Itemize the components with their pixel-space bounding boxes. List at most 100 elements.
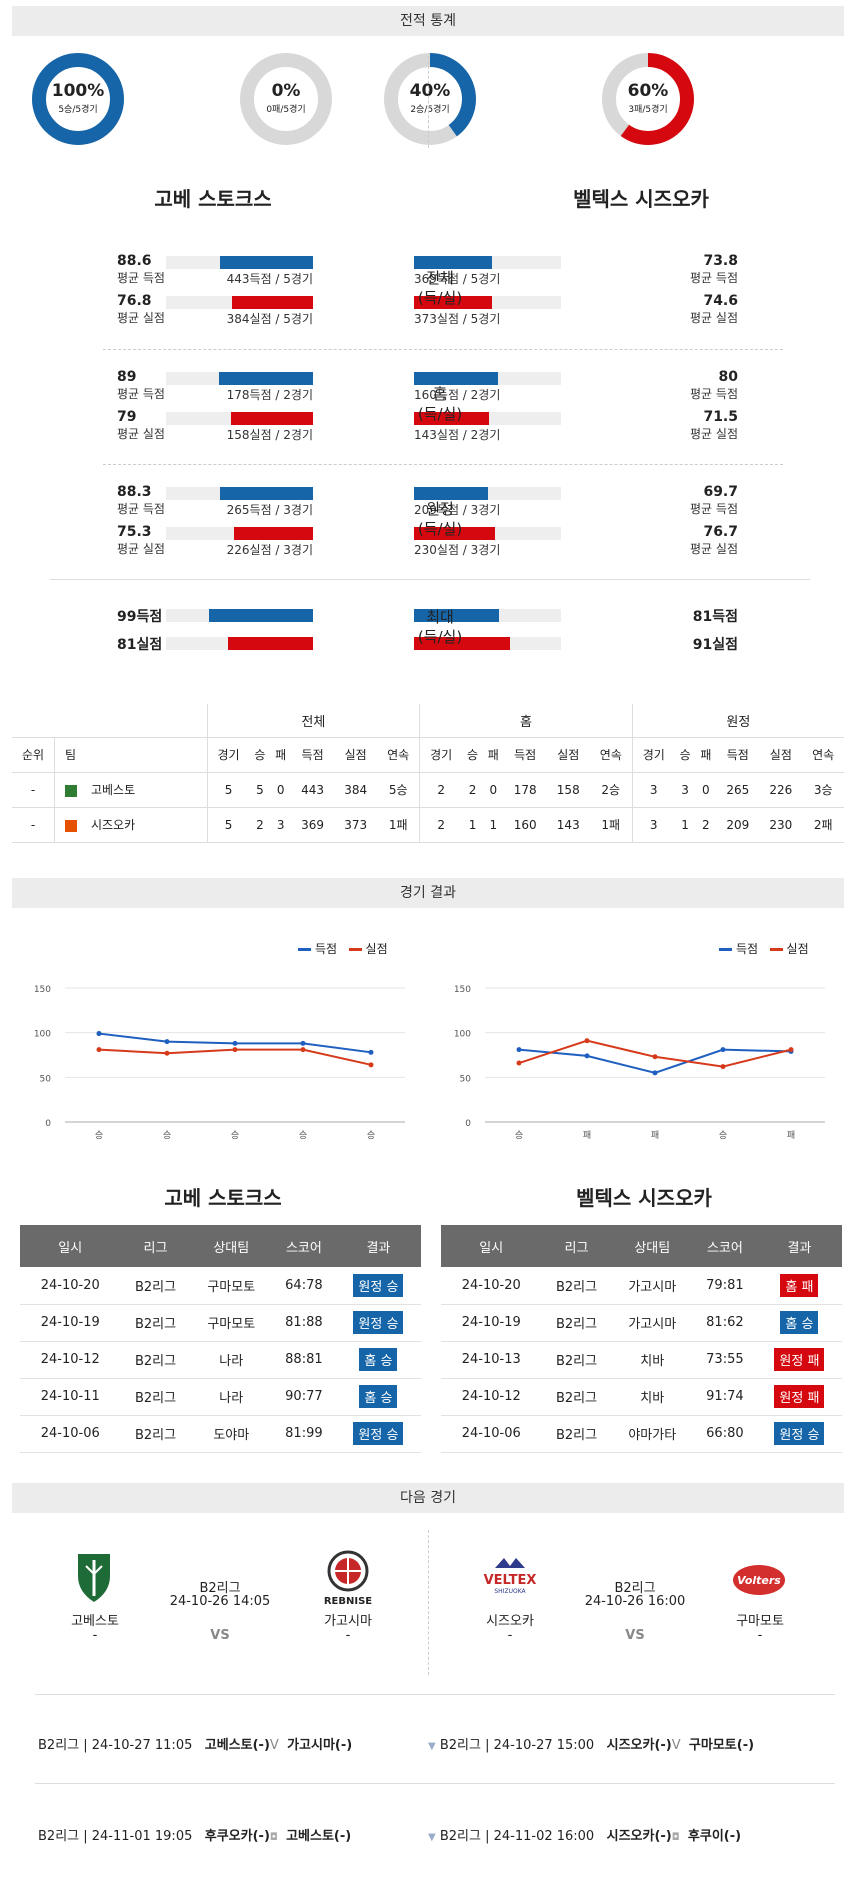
- away-loss-donut-label: 60% 3패/5경기: [602, 53, 694, 145]
- result-cell: 홈 승: [756, 1304, 842, 1342]
- next-left-away: 가고시마: [324, 1614, 372, 1629]
- y-tick-label: 100: [454, 1030, 471, 1040]
- team-cell[interactable]: 고베스토: [53, 772, 208, 808]
- x-tick-label: 승: [299, 1130, 307, 1141]
- result-league: B2리그: [541, 1304, 612, 1342]
- legend-against: 실점: [365, 942, 388, 956]
- team-logo-icon: [64, 784, 77, 797]
- stat-cell: 230: [759, 807, 803, 843]
- upcoming-3[interactable]: B2리그 | 24-11-01 19:05 후쿠오카(-)◘ 고베스토(-): [38, 1825, 351, 1844]
- stat-cell: 384: [334, 772, 378, 808]
- result-opp: 가고시마: [611, 1267, 693, 1305]
- result-date: 24-10-20: [441, 1267, 542, 1305]
- veltex-logo-sub: SHIZUOKA: [494, 1588, 526, 1595]
- table-row[interactable]: - 시즈오카 5 2 3 369 373 1패 2 1 1 160 143 1패 3 1 2 209 230 2패: [12, 807, 844, 843]
- stat-label: 평균 득점: [117, 271, 165, 285]
- home-results-title: 고베 스토크스: [164, 1186, 282, 1210]
- bar-fill: [209, 609, 313, 622]
- results-header-cell: 결과: [335, 1225, 421, 1267]
- home-loss-pct: 0%: [271, 81, 301, 101]
- x-tick-label: 승: [515, 1130, 523, 1141]
- volters-logo: Volters: [733, 1565, 785, 1595]
- x-tick-label: 승: [231, 1130, 239, 1141]
- divider: [35, 1694, 835, 1695]
- data-point: [164, 1039, 170, 1045]
- data-point: [300, 1047, 306, 1053]
- upcoming-1-vs: V: [269, 1738, 279, 1753]
- result-date: 24-10-06: [20, 1415, 121, 1453]
- stat-cell: 1패: [589, 807, 633, 843]
- bar-fill: [220, 487, 313, 500]
- stat-cell: 2패: [802, 807, 844, 843]
- standings-header-cell: 득점: [716, 737, 760, 773]
- stat-cell: 5: [249, 772, 271, 808]
- table-row[interactable]: - 고베스토 5 5 0 443 384 5승 2 2 0 178 158 2승 3 3 0 265 226 3승: [12, 772, 844, 808]
- result-score: 64:78: [272, 1267, 336, 1305]
- table-row[interactable]: 24-10-12 B2리그 나라 88:81 홈 승: [20, 1341, 421, 1379]
- data-point: [232, 1047, 238, 1053]
- bar-fill: [414, 372, 498, 385]
- table-row[interactable]: 24-10-11 B2리그 나라 90:77 홈 승: [20, 1378, 421, 1416]
- results-header-row: 일시 리그 상대팀 스코어 결과: [20, 1225, 421, 1267]
- standings-header-cell: 득점: [291, 737, 335, 773]
- result-cell: 원정 패: [756, 1378, 842, 1416]
- stats-section-header: 전적 통계: [12, 6, 844, 36]
- chart-right-legend: 득점 실점: [719, 940, 809, 957]
- bar-fill: [414, 609, 499, 622]
- legend-for-swatch: [298, 948, 311, 951]
- stat-label: 평균 실점: [117, 311, 165, 325]
- table-row[interactable]: 24-10-19 B2리그 구마모토 81:88 원정 승: [20, 1304, 421, 1342]
- results-header-row: 일시 리그 상대팀 스코어 결과: [441, 1225, 842, 1267]
- next-right-datetime: 24-10-26 16:00: [584, 1594, 686, 1609]
- upcoming-3-info: B2리그 | 24-11-01 19:05: [38, 1829, 193, 1844]
- home-team-title: 고베 스토크스: [154, 187, 272, 211]
- next-left-vs: VS: [210, 1628, 230, 1643]
- stat-cell: 369: [291, 807, 335, 843]
- stat-cell: 265: [716, 772, 760, 808]
- stat-label: 평균 실점: [690, 542, 738, 556]
- home-loss-donut: [240, 53, 332, 145]
- x-tick-label: 승: [95, 1130, 103, 1141]
- result-cell: 원정 패: [756, 1341, 842, 1379]
- table-row[interactable]: 24-10-06 B2리그 야마가타 66:80 원정 승: [441, 1415, 842, 1453]
- bar-fill: [231, 412, 313, 425]
- bar-caption: 373실점 / 5경기: [414, 312, 501, 326]
- stat-value: 89: [117, 369, 137, 385]
- shield-icon: ◘: [269, 1832, 278, 1843]
- data-point: [516, 1047, 522, 1053]
- result-score: 73:55: [693, 1341, 757, 1379]
- table-row[interactable]: 24-10-12 B2리그 치바 91:74 원정 패: [441, 1378, 842, 1416]
- data-point: [720, 1047, 726, 1053]
- result-opp: 치바: [611, 1378, 693, 1416]
- next-right-away: 구마모토: [736, 1614, 784, 1629]
- results-section-header: 경기 결과: [12, 878, 844, 908]
- upcoming-1[interactable]: B2리그 | 24-10-27 11:05 고베스토(-)V 가고시마(-): [38, 1734, 352, 1753]
- home-win-donut-label: 100% 5승/5경기: [32, 53, 124, 145]
- upcoming-2[interactable]: ▼ B2리그 | 24-10-27 15:00 시즈오카(-)V 구마모토(-): [428, 1734, 754, 1753]
- stat-value: 79: [117, 409, 137, 425]
- upcoming-4[interactable]: ▼ B2리그 | 24-11-02 16:00 시즈오카(-)◘ 후쿠이(-): [428, 1825, 741, 1844]
- next-right-home: 시즈오카: [486, 1614, 534, 1629]
- table-row[interactable]: 24-10-20 B2리그 가고시마 79:81 홈 패: [441, 1267, 842, 1305]
- stat-label: 평균 득점: [690, 271, 738, 285]
- data-point: [652, 1054, 658, 1060]
- shield-icon: ◘: [671, 1832, 680, 1843]
- result-league: B2리그: [120, 1378, 191, 1416]
- result-league: B2리그: [120, 1267, 191, 1305]
- standings-header-cell: 패: [270, 737, 292, 773]
- standings-header-cell: 득점: [503, 737, 547, 773]
- table-row[interactable]: 24-10-20 B2리그 구마모토 64:78 원정 승: [20, 1267, 421, 1305]
- upcoming-1-info: B2리그 | 24-10-27 11:05: [38, 1738, 193, 1753]
- table-row[interactable]: 24-10-13 B2리그 치바 73:55 원정 패: [441, 1341, 842, 1379]
- results-header-cell: 리그: [120, 1225, 191, 1267]
- rebnise-logo-text: REBNISE: [324, 1596, 372, 1607]
- bar-caption: 369득점 / 5경기: [414, 272, 501, 286]
- stat-cell: 226: [759, 772, 803, 808]
- team-cell[interactable]: 시즈오카: [53, 807, 208, 843]
- stat-cell: 1: [462, 807, 483, 843]
- veltex-logo: VELTEX SHIZUOKA: [484, 1558, 536, 1595]
- table-row[interactable]: 24-10-19 B2리그 가고시마 81:62 홈 승: [441, 1304, 842, 1342]
- y-tick-label: 0: [45, 1119, 51, 1129]
- y-tick-label: 0: [465, 1119, 471, 1129]
- table-row[interactable]: 24-10-06 B2리그 도야마 81:99 원정 승: [20, 1415, 421, 1453]
